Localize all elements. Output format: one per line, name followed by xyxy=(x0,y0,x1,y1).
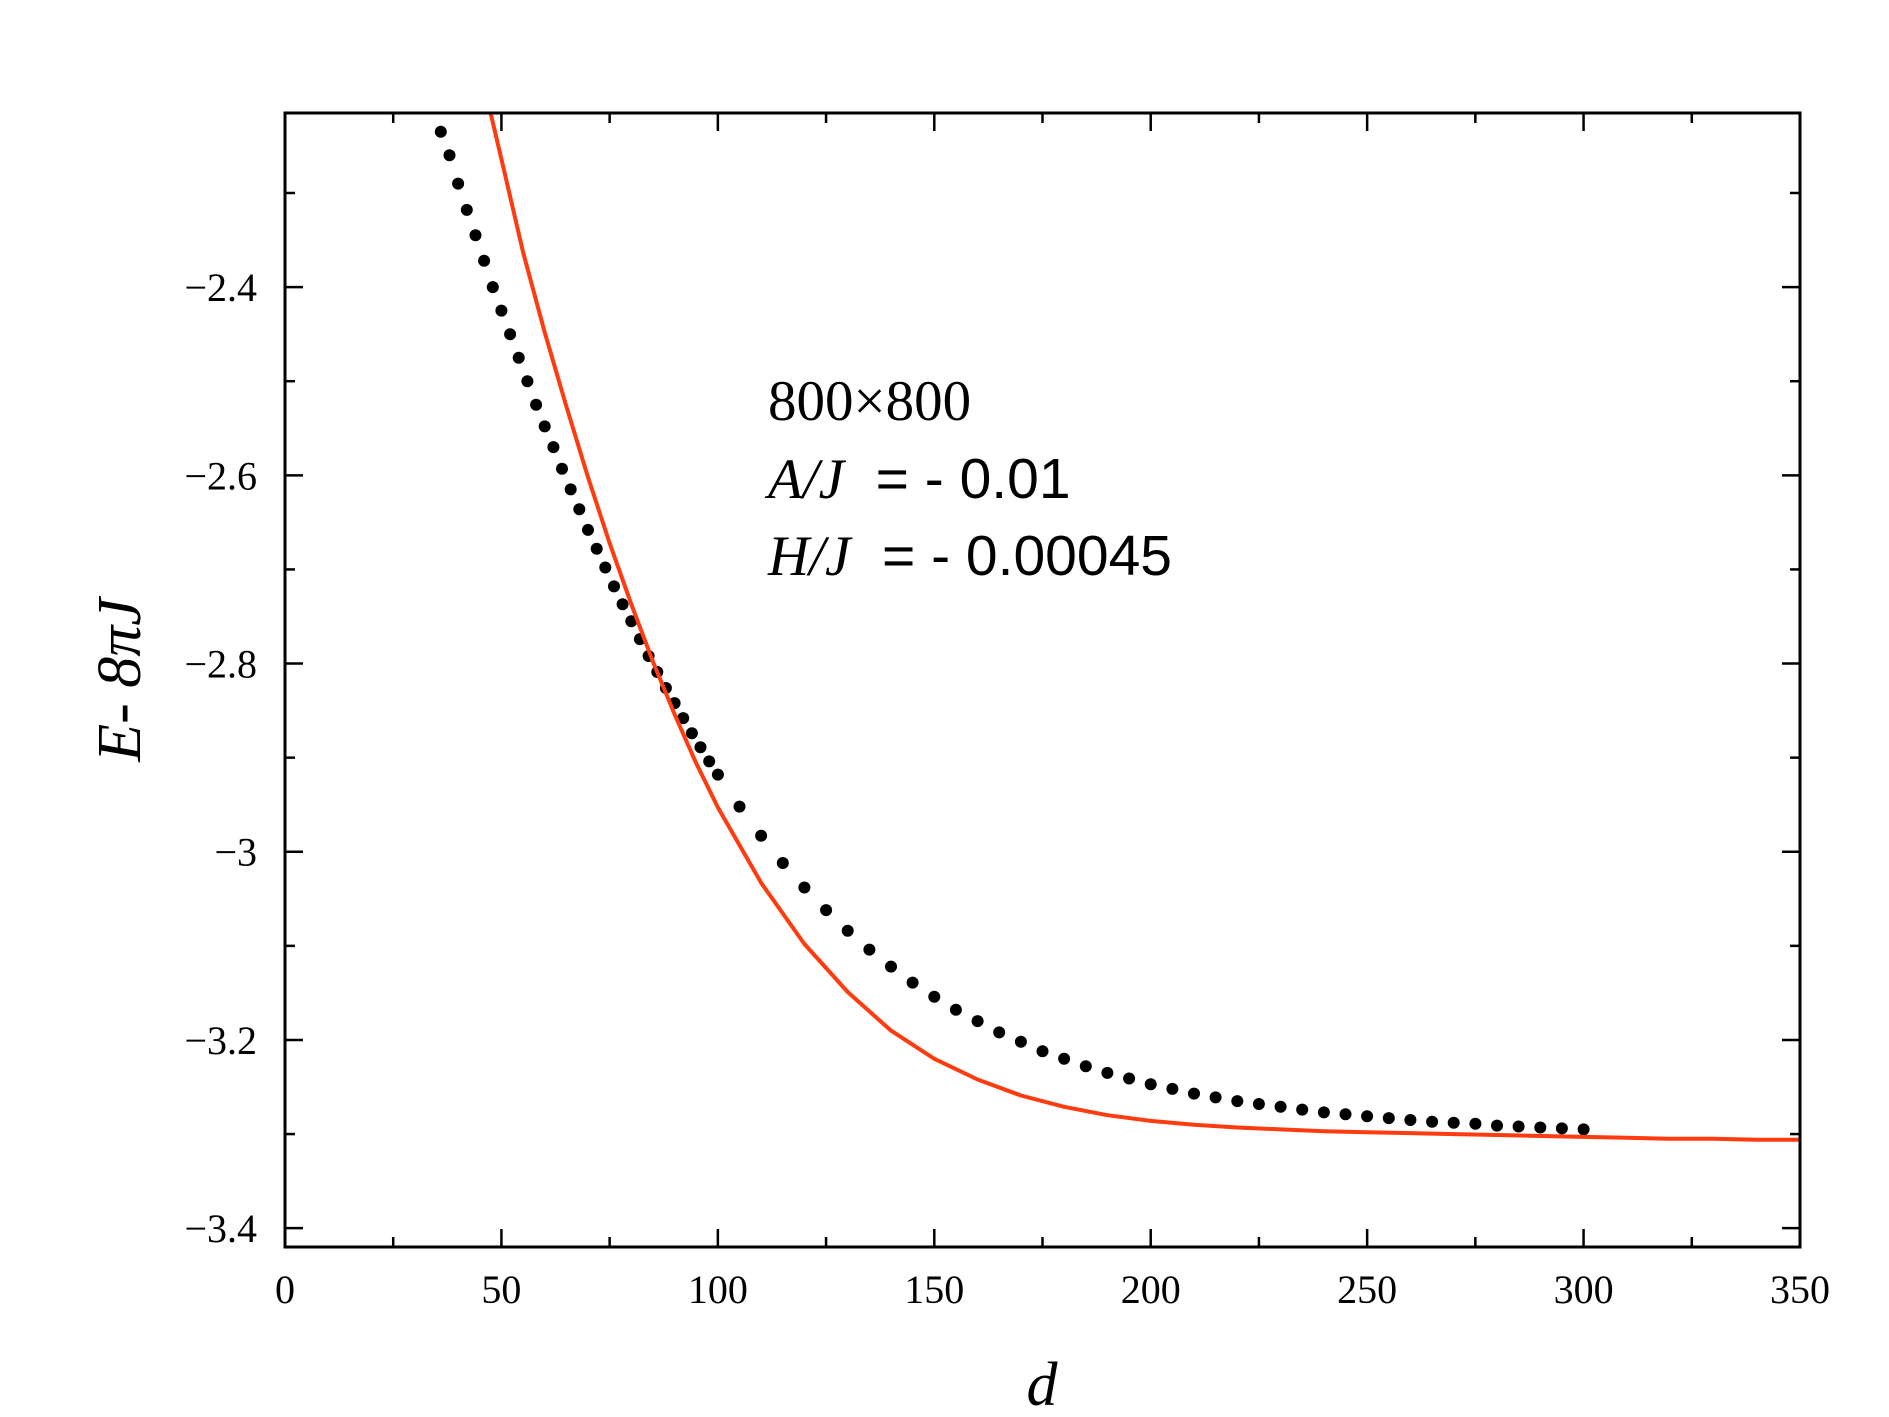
y-tick-label: −3.4 xyxy=(184,1206,257,1251)
data-point xyxy=(677,712,690,725)
y-tick-label: −3 xyxy=(214,830,257,875)
data-point xyxy=(478,254,491,267)
data-point xyxy=(616,598,629,611)
plot-area xyxy=(434,113,1800,1142)
data-point xyxy=(1209,1091,1222,1104)
data-point xyxy=(460,203,473,216)
data-point xyxy=(993,1026,1006,1039)
data-point xyxy=(1014,1035,1027,1048)
data-point xyxy=(733,800,746,813)
data-point xyxy=(885,960,897,973)
y-axis-title: E- 8πJ xyxy=(86,596,154,763)
data-point xyxy=(582,523,594,536)
x-tick-label: 350 xyxy=(1770,1267,1830,1312)
data-point xyxy=(685,727,698,740)
data-point xyxy=(608,580,620,593)
data-point xyxy=(599,561,612,574)
data-point xyxy=(486,281,499,294)
annotation-field: H/J = - 0.00045 xyxy=(767,524,1172,588)
data-point xyxy=(949,1003,962,1016)
data-point xyxy=(1534,1121,1547,1134)
data-point xyxy=(1123,1072,1136,1085)
data-point xyxy=(1447,1116,1460,1129)
x-tick-label: 250 xyxy=(1337,1267,1397,1312)
x-tick-label: 200 xyxy=(1121,1267,1181,1312)
data-point xyxy=(443,149,456,162)
data-point xyxy=(512,351,525,364)
data-point xyxy=(1339,1108,1352,1121)
data-point xyxy=(1166,1082,1179,1095)
plot-layer xyxy=(434,113,1800,1142)
y-tick-label: −2.8 xyxy=(184,642,257,687)
data-point xyxy=(928,990,941,1003)
data-point xyxy=(1361,1110,1374,1123)
y-tick-label: −2.6 xyxy=(184,453,257,498)
data-point xyxy=(530,398,543,411)
annotation-anisotropy: A/J = - 0.01 xyxy=(764,447,1071,511)
data-point xyxy=(703,755,716,768)
data-point xyxy=(711,768,724,781)
data-point xyxy=(1426,1115,1439,1128)
plot-frame xyxy=(283,111,1802,1249)
y-tick-label: −2.4 xyxy=(184,265,257,310)
data-point xyxy=(469,229,482,242)
data-point xyxy=(1079,1060,1092,1073)
data-point xyxy=(1491,1119,1503,1132)
y-tick-label: −3.2 xyxy=(184,1018,257,1063)
data-point xyxy=(776,857,789,869)
data-point xyxy=(1469,1117,1482,1130)
ticks-layer: 0 50 100 150 200 250 300 350 −2.4 −2.6 −2.8 −3 −3.2 −… xyxy=(184,113,1830,1312)
x-tick-label: 300 xyxy=(1554,1267,1614,1312)
data-point xyxy=(538,420,551,433)
data-point xyxy=(1058,1052,1071,1065)
x-tick-label: 100 xyxy=(688,1267,748,1312)
data-point xyxy=(1252,1098,1265,1110)
data-point xyxy=(1404,1114,1417,1126)
data-point xyxy=(1036,1045,1049,1058)
data-point xyxy=(841,924,854,937)
data-point xyxy=(1512,1120,1525,1133)
data-point xyxy=(521,375,534,388)
data-point xyxy=(798,881,811,894)
data-point xyxy=(755,829,768,842)
data-point xyxy=(1317,1106,1330,1119)
data-point xyxy=(590,542,603,555)
data-point xyxy=(547,441,560,454)
annotation-size: 800×800 xyxy=(768,370,971,433)
data-point xyxy=(556,462,568,475)
data-point xyxy=(820,904,833,917)
data-point xyxy=(1231,1095,1244,1108)
data-point xyxy=(564,483,577,496)
data-point xyxy=(504,328,517,341)
x-tick-label: 0 xyxy=(275,1267,295,1312)
data-point xyxy=(452,177,465,190)
data-point xyxy=(1101,1066,1114,1079)
data-point xyxy=(495,304,508,317)
fit-curve xyxy=(488,113,1800,1142)
data-point xyxy=(1577,1123,1590,1136)
data-point xyxy=(1296,1103,1309,1116)
data-point xyxy=(694,741,707,754)
data-point xyxy=(1382,1112,1395,1125)
data-point xyxy=(1555,1122,1568,1135)
data-point xyxy=(573,503,586,516)
data-point xyxy=(625,615,638,628)
x-tick-label: 50 xyxy=(481,1267,521,1312)
data-point xyxy=(906,976,919,989)
data-point xyxy=(434,125,447,138)
x-tick-label: 150 xyxy=(904,1267,964,1312)
data-point xyxy=(1274,1100,1287,1113)
data-point xyxy=(971,1015,984,1028)
x-axis-title: d xyxy=(1027,1351,1059,1417)
data-point xyxy=(1188,1087,1200,1100)
data-point xyxy=(863,943,876,956)
data-point xyxy=(1144,1078,1157,1091)
